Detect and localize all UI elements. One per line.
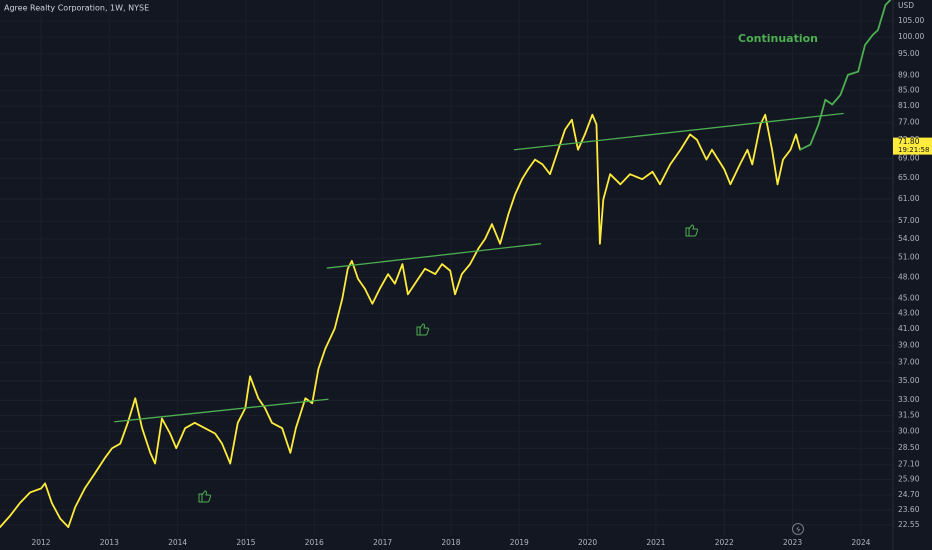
icons bbox=[198, 224, 699, 503]
line bbox=[326, 243, 542, 269]
y-tick-label: 85.00 bbox=[898, 85, 920, 94]
y-tick-label: 65.00 bbox=[898, 173, 920, 182]
line bbox=[0, 113, 801, 529]
y-tick-label: 54.00 bbox=[898, 234, 920, 243]
y-tick-label: 28.50 bbox=[898, 443, 920, 452]
y-tick-label: 35.00 bbox=[898, 376, 920, 385]
y-tick-label: 95.00 bbox=[898, 49, 920, 58]
x-tick-label: 2014 bbox=[168, 538, 187, 547]
x-tick-label: 2022 bbox=[715, 538, 734, 547]
last-price-box bbox=[893, 137, 932, 155]
thumbs-up-icon bbox=[416, 323, 430, 336]
y-tick-label: 105.00 bbox=[898, 16, 924, 25]
y-tick-label: 43.00 bbox=[898, 309, 920, 318]
axes: 22.55 23.60 24.70 25.90 27.10 28.50 30.00 31.50… bbox=[31, 16, 932, 547]
y-tick-label: 61.00 bbox=[898, 194, 920, 203]
y-tick-label: 48.00 bbox=[898, 272, 920, 281]
y-axis-label: USD bbox=[898, 1, 914, 10]
y-tick-label: 24.70 bbox=[898, 490, 920, 499]
annotation: Continuation bbox=[738, 32, 818, 45]
event-icon bbox=[792, 523, 804, 535]
y-tick-label: 37.00 bbox=[898, 358, 920, 367]
last-price-label: 71.80 bbox=[898, 137, 920, 146]
x-tick-label: 2024 bbox=[851, 538, 870, 547]
y-tick-label: 69.00 bbox=[898, 154, 920, 163]
y-tick-label: 27.10 bbox=[898, 460, 920, 469]
y-tick-label: 51.00 bbox=[898, 253, 920, 262]
y-tick-label: 100.00 bbox=[898, 32, 924, 41]
line bbox=[799, 0, 892, 151]
x-tick-label: 2021 bbox=[646, 538, 665, 547]
y-tick-label: 23.60 bbox=[898, 505, 920, 514]
y-tick-label: 25.90 bbox=[898, 475, 920, 484]
countdown: 19:21:58 bbox=[898, 146, 929, 154]
y-tick-label: 81.00 bbox=[898, 101, 920, 110]
x-tick-label: 2015 bbox=[236, 538, 255, 547]
x-tick-label: 2017 bbox=[373, 538, 392, 547]
x-tick-label: 2019 bbox=[510, 538, 529, 547]
y-tick-label: 45.00 bbox=[898, 294, 920, 303]
y-tick-label: 77.00 bbox=[898, 118, 920, 127]
x-tick-label: 2020 bbox=[578, 538, 597, 547]
y-tick-label: 33.00 bbox=[898, 395, 920, 404]
chart-title: Agree Realty Corporation, 1W, NYSE bbox=[4, 4, 149, 13]
y-tick-label: 22.55 bbox=[898, 520, 920, 529]
x-tick-label: 2018 bbox=[441, 538, 460, 547]
x-tick-label: 2023 bbox=[783, 538, 802, 547]
y-tick-label: 39.00 bbox=[898, 341, 920, 350]
y-tick-label: 41.00 bbox=[898, 324, 920, 333]
line bbox=[114, 398, 329, 423]
thumbs-up-icon bbox=[198, 490, 212, 503]
x-tick-label: 2012 bbox=[31, 538, 50, 547]
thumbs-up-icon bbox=[685, 224, 699, 237]
grid bbox=[0, 0, 893, 536]
y-tick-label: 57.00 bbox=[898, 216, 920, 225]
x-tick-label: 2013 bbox=[100, 538, 119, 547]
line bbox=[513, 112, 844, 151]
y-tick-label: 89.00 bbox=[898, 70, 920, 79]
plot bbox=[0, 0, 892, 529]
y-tick-label: 30.00 bbox=[898, 426, 920, 435]
x-tick-label: 2016 bbox=[305, 538, 324, 547]
y-tick-label: 31.50 bbox=[898, 410, 920, 419]
